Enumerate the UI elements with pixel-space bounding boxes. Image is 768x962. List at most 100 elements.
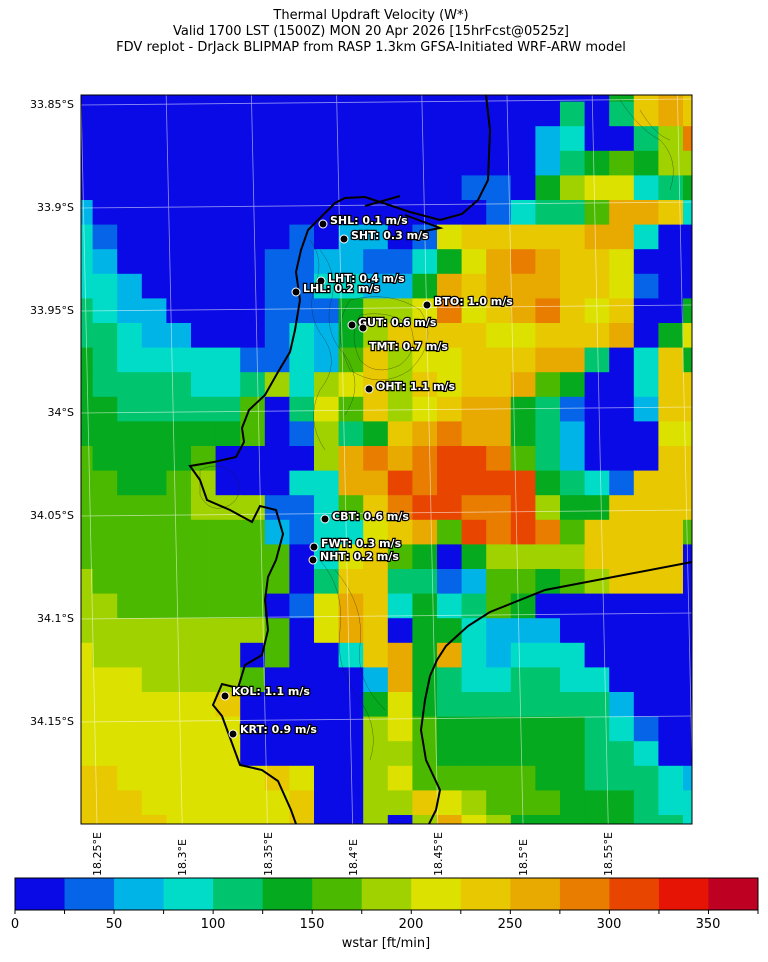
grid-cell (314, 741, 340, 767)
grid-cell (338, 593, 364, 619)
grid-cell (510, 347, 536, 373)
grid-cell (289, 95, 315, 103)
station-cbt[interactable]: CBT: 0.6 m/s (320, 509, 411, 524)
grid-cell (535, 618, 561, 644)
grid-cell (141, 765, 167, 791)
station-kol[interactable]: KOL: 1.1 m/s (220, 684, 312, 701)
grid-cell (81, 421, 94, 447)
grid-cell (486, 249, 512, 275)
grid-cell (141, 347, 167, 373)
grid-cell (633, 126, 659, 152)
grid-cell (117, 347, 143, 373)
grid-cell (363, 618, 389, 644)
station-gut[interactable]: GUT: 0.6 m/s (347, 315, 438, 330)
grid-cell (264, 593, 290, 619)
station-label: FWT: 0.3 m/s (321, 537, 402, 550)
longitude-gridline (677, 95, 692, 779)
grid-cell (191, 446, 217, 472)
grid-cell (314, 396, 340, 422)
grid-cell (387, 150, 413, 176)
grid-cell (535, 126, 561, 152)
grid-cell (141, 446, 167, 472)
grid-cell (560, 741, 586, 767)
grid-cell (683, 273, 692, 299)
colorbar-segment (460, 878, 511, 910)
grid-cell (584, 249, 610, 275)
grid-cell (584, 446, 610, 472)
grid-cell (609, 200, 635, 226)
grid-cell (166, 323, 192, 349)
station-bto[interactable]: BTO: 1.0 m/s (422, 294, 514, 310)
grid-cell (486, 667, 512, 693)
grid-cell (437, 815, 463, 824)
grid-cell (387, 273, 413, 299)
grid-cell (92, 372, 118, 398)
grid-cell (535, 692, 561, 718)
grid-cell (363, 765, 389, 791)
grid-cell (412, 569, 438, 595)
grid-cell (215, 101, 241, 127)
station-nht[interactable]: NHT: 0.2 m/s (308, 549, 401, 565)
station-shl[interactable]: SHL: 0.1 m/s (318, 213, 409, 229)
grid-cell (215, 519, 241, 545)
grid-cell (683, 175, 692, 201)
grid-cell (338, 569, 364, 595)
grid-cell (240, 593, 266, 619)
grid-cell (314, 667, 340, 693)
grid-cell (92, 642, 118, 668)
grid-cell (609, 495, 635, 521)
grid-cell (633, 692, 659, 718)
grid-cell (338, 95, 364, 103)
grid-cell (683, 569, 692, 595)
grid-cell (289, 150, 315, 176)
grid-cell (387, 175, 413, 201)
station-sht[interactable]: SHT: 0.3 m/s (339, 228, 430, 244)
grid-cell (486, 446, 512, 472)
grid-cell (510, 544, 536, 570)
coastline (188, 95, 692, 824)
grid-cell (683, 101, 692, 127)
station-oht[interactable]: OHT: 1.1 m/s (364, 379, 457, 394)
grid-cell (289, 765, 315, 791)
graticule (81, 95, 692, 824)
grid-cell (584, 396, 610, 422)
grid-cell (683, 741, 692, 767)
station-lhl[interactable]: LHL: 0.2 m/s (291, 281, 381, 297)
station-krt[interactable]: KRT: 0.9 m/s (228, 722, 319, 739)
grid-cell (191, 175, 217, 201)
grid-cell (240, 815, 266, 824)
grid-cell (486, 175, 512, 201)
latitude-gridline (81, 509, 692, 517)
grid-cell (584, 544, 610, 570)
grid-cell (560, 495, 586, 521)
station-fwt[interactable]: FWT: 0.3 m/s (309, 536, 403, 552)
grid-cell (289, 815, 315, 824)
grid-cell (191, 372, 217, 398)
grid-cell (92, 495, 118, 521)
station-lht[interactable]: LHT: 0.4 m/s (316, 271, 406, 286)
grid-cell (584, 470, 610, 496)
grid-cell (92, 815, 118, 824)
station-tmt[interactable]: TMT: 0.7 m/s (358, 323, 450, 354)
grid-cell (141, 224, 167, 250)
grid-cell (609, 692, 635, 718)
grid-cell (658, 470, 684, 496)
grid-cell (461, 765, 487, 791)
grid-cell (486, 790, 512, 816)
grid-cell (633, 815, 659, 824)
grid-cell (437, 175, 463, 201)
grid-cell (633, 716, 659, 742)
latitude-gridline (81, 304, 692, 312)
colorbar-tick-label: 250 (497, 917, 523, 932)
grid-cell (461, 593, 487, 619)
grid-cell (240, 790, 266, 816)
grid-cell (363, 544, 389, 570)
grid-cell (264, 470, 290, 496)
grid-cell (633, 446, 659, 472)
grid-cell (412, 716, 438, 742)
grid-cell (683, 347, 692, 373)
grid-cell (437, 200, 463, 226)
grid-cell (191, 421, 217, 447)
grid-cell (461, 249, 487, 275)
grid-cell (387, 224, 413, 250)
